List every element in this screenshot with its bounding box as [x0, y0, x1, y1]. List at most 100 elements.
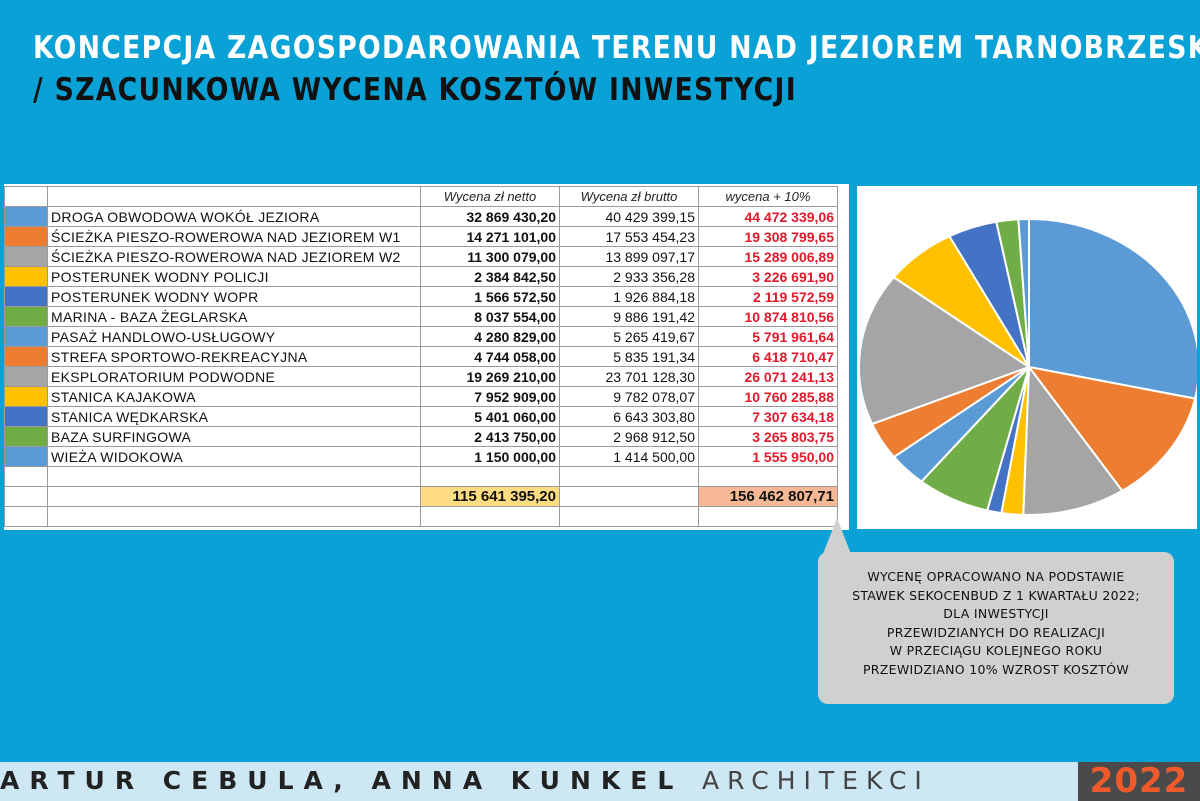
pie-chart	[858, 217, 1200, 516]
item-name: STANICA KAJAKOWA	[47, 386, 421, 407]
value-brutto: 9 782 078,07	[559, 386, 699, 407]
footer-authors: ARTUR CEBULA, ANNA KUNKEL ARCHITEKCI	[0, 762, 930, 801]
value-brutto: 17 553 454,23	[559, 226, 699, 247]
value-netto: 32 869 430,20	[420, 206, 560, 227]
table-row: POSTERUNEK WODNY POLICJI 2 384 842,50 2 93…	[4, 266, 838, 287]
swatch-fill	[5, 227, 47, 246]
note-line: PRZEWIDZIANO 10% WZROST KOSZTÓW	[862, 661, 1130, 677]
legend-swatch	[4, 246, 48, 267]
header-name-cell	[47, 186, 421, 207]
value-plus10: 19 308 799,65	[698, 226, 838, 247]
header-swatch-cell	[4, 186, 48, 207]
value-netto: 14 271 101,00	[420, 226, 560, 247]
pie-chart-panel	[857, 186, 1200, 529]
item-name: ŚCIEŻKA PIESZO-ROWEROWA NAD JEZIOREM W1	[47, 226, 421, 247]
item-name: ŚCIEŻKA PIESZO-ROWEROWA NAD JEZIOREM W2	[47, 246, 421, 267]
legend-swatch	[4, 386, 48, 407]
note-line: STAWEK SEKOCENBUD Z 1 KWARTAŁU 2022;	[852, 587, 1140, 603]
value-brutto: 5 835 191,34	[559, 346, 699, 367]
pie-slice	[858, 275, 1032, 426]
page-title-line1: KONCEPCJA ZAGOSPODAROWANIA TERENU NAD JE…	[33, 30, 1200, 66]
table-row: STANICA KAJAKOWA 7 952 909,00 9 782 078,07…	[4, 386, 838, 407]
value-brutto: 9 886 191,42	[559, 306, 699, 327]
footer-bar: ARTUR CEBULA, ANNA KUNKEL ARCHITEKCI 202…	[0, 762, 1200, 801]
empty-cell	[4, 506, 48, 527]
empty-row	[4, 466, 838, 487]
value-plus10: 10 760 285,88	[698, 386, 838, 407]
legend-swatch	[4, 326, 48, 347]
pie-slice	[1017, 217, 1030, 368]
value-plus10: 3 265 803,75	[698, 426, 838, 447]
table-header-row: Wycena zł netto Wycena zł brutto wycena …	[4, 186, 838, 207]
empty-cell	[4, 466, 48, 487]
item-name: POSTERUNEK WODNY POLICJI	[47, 266, 421, 287]
swatch-fill	[5, 447, 47, 466]
legend-swatch	[4, 406, 48, 427]
swatch-fill	[5, 327, 47, 346]
value-netto: 5 401 060,00	[420, 406, 560, 427]
value-plus10: 3 226 691,90	[698, 266, 838, 287]
value-brutto: 2 968 912,50	[559, 426, 699, 447]
value-netto: 2 413 750,00	[420, 426, 560, 447]
value-brutto: 23 701 128,30	[559, 366, 699, 387]
swatch-fill	[5, 267, 47, 286]
value-plus10: 1 555 950,00	[698, 446, 838, 467]
item-name: BAZA SURFINGOWA	[47, 426, 421, 447]
table-row: MARINA - BAZA ŻEGLARSKA 8 037 554,00 9 886…	[4, 306, 838, 327]
table-row: ŚCIEŻKA PIESZO-ROWEROWA NAD JEZIOREM W2 1…	[4, 246, 838, 267]
item-name: WIEŻA WIDOKOWA	[47, 446, 421, 467]
value-netto: 7 952 909,00	[420, 386, 560, 407]
item-name: MARINA - BAZA ŻEGLARSKA	[47, 306, 421, 327]
legend-swatch	[4, 266, 48, 287]
footer-year: 2022	[1078, 762, 1200, 801]
table-row: DROGA OBWODOWA WOKÓŁ JEZIORA 32 869 430,2…	[4, 206, 838, 227]
note-callout: WYCENĘ OPRACOWANO NA PODSTAWIE STAWEK SE…	[818, 552, 1174, 704]
swatch-fill	[5, 407, 47, 426]
item-name: EKSPLORATORIUM PODWODNE	[47, 366, 421, 387]
value-netto: 8 037 554,00	[420, 306, 560, 327]
empty-cell	[47, 486, 421, 507]
value-plus10: 10 874 810,56	[698, 306, 838, 327]
table-row: EKSPLORATORIUM PODWODNE 19 269 210,00 23 7…	[4, 366, 838, 387]
swatch-fill	[5, 287, 47, 306]
value-netto: 4 280 829,00	[420, 326, 560, 347]
value-plus10: 6 418 710,47	[698, 346, 838, 367]
swatch-fill	[5, 367, 47, 386]
value-brutto: 6 643 303,80	[559, 406, 699, 427]
value-plus10: 5 791 961,64	[698, 326, 838, 347]
legend-swatch	[4, 426, 48, 447]
footer-names: ARTUR CEBULA, ANNA KUNKEL	[0, 766, 684, 795]
value-brutto: 40 429 399,15	[559, 206, 699, 227]
legend-swatch	[4, 446, 48, 467]
table-row: ŚCIEŻKA PIESZO-ROWEROWA NAD JEZIOREM W1 1…	[4, 226, 838, 247]
value-plus10: 7 307 634,18	[698, 406, 838, 427]
table-row: BAZA SURFINGOWA 2 413 750,00 2 968 912,50 3…	[4, 426, 838, 447]
pie-slice	[1026, 365, 1197, 493]
header-netto: Wycena zł netto	[420, 186, 560, 207]
swatch-fill	[5, 247, 47, 266]
empty-cell	[559, 506, 699, 527]
item-name: STREFA SPORTOWO-REKREACYJNA	[47, 346, 421, 367]
legend-swatch	[4, 366, 48, 387]
pie-slice	[1022, 364, 1124, 516]
item-name: POSTERUNEK WODNY WOPR	[47, 286, 421, 307]
empty-cell	[47, 466, 421, 487]
value-netto: 11 300 079,00	[420, 246, 560, 267]
note-line: W PRZECIĄGU KOLEJNEGO ROKU	[889, 643, 1103, 658]
table-row: STREFA SPORTOWO-REKREACYJNA 4 744 058,00 5…	[4, 346, 838, 367]
legend-swatch	[4, 206, 48, 227]
value-netto: 4 744 058,00	[420, 346, 560, 367]
footer-suffix: ARCHITEKCI	[702, 766, 930, 795]
empty-cell	[698, 506, 838, 527]
legend-swatch	[4, 286, 48, 307]
value-brutto: 1 414 500,00	[559, 446, 699, 467]
value-netto: 1 150 000,00	[420, 446, 560, 467]
value-brutto: 13 899 097,17	[559, 246, 699, 267]
empty-cell	[698, 466, 838, 487]
legend-swatch	[4, 346, 48, 367]
legend-swatch	[4, 226, 48, 247]
swatch-fill	[5, 347, 47, 366]
total-row: 115 641 395,20 156 462 807,71	[4, 486, 838, 507]
swatch-fill	[5, 427, 47, 446]
swatch-fill	[5, 207, 47, 226]
